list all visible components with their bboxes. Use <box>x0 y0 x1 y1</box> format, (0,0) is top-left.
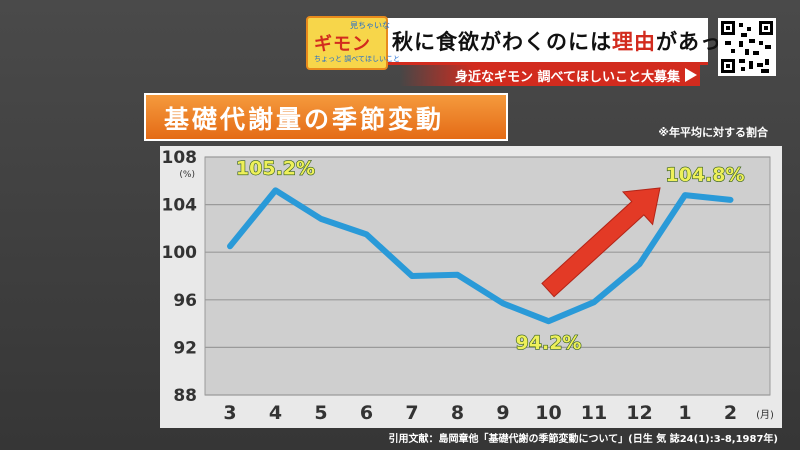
data-point <box>274 188 277 192</box>
chart-title-plate: 基礎代謝量の季節変動 <box>144 93 508 141</box>
x-tick-label: 7 <box>405 402 418 424</box>
y-tick-label: 96 <box>173 291 197 311</box>
headline-part-1: 秋に食欲がわくのには <box>392 30 612 54</box>
y-axis-unit: (%) <box>179 170 195 180</box>
arrow-right-icon <box>685 68 697 82</box>
x-tick-label: 2 <box>724 402 737 424</box>
logo-subtext-bottom: ちょっと 調べてほしいこと <box>314 55 400 63</box>
y-tick-label: 100 <box>162 243 198 263</box>
x-tick-label: 10 <box>535 402 561 424</box>
data-point <box>547 319 550 323</box>
y-tick-label: 108 <box>162 148 198 168</box>
x-tick-label: 6 <box>360 402 373 424</box>
gimon-logo: 見ちゃいな ギモン ちょっと 調べてほしいこと <box>306 16 400 70</box>
data-point <box>365 232 368 236</box>
chart-title: 基礎代謝量の季節変動 <box>164 105 445 134</box>
data-label: 94.2% <box>516 332 582 354</box>
data-label: 104.8% <box>665 164 744 186</box>
data-point <box>683 193 687 197</box>
y-tick-label: 104 <box>162 196 198 216</box>
x-tick-label: 5 <box>314 402 327 424</box>
chart-note: ※年平均に対する割合 <box>658 126 768 139</box>
logo-main-text: ギモン <box>314 34 371 55</box>
x-tick-label: 3 <box>223 402 236 424</box>
data-point <box>410 274 414 278</box>
x-tick-label: 1 <box>678 402 691 424</box>
data-point <box>638 262 641 266</box>
x-tick-label: 12 <box>626 402 652 424</box>
qr-code-icon[interactable] <box>718 18 776 76</box>
logo-subtext-top: 見ちゃいな <box>350 21 390 30</box>
series-line <box>227 187 734 325</box>
x-tick-label: 9 <box>496 402 509 424</box>
x-tick-label: 11 <box>581 402 607 424</box>
x-axis-unit: (月) <box>756 409 774 421</box>
y-tick-label: 88 <box>173 386 197 406</box>
x-tick-label: 4 <box>269 402 282 424</box>
headline-part-red: 理由 <box>612 30 656 54</box>
data-point <box>456 273 459 277</box>
recruit-text: 身近なギモン 調べてほしいこと大募集 <box>454 70 680 85</box>
data-point <box>729 198 732 202</box>
data-point <box>228 244 232 248</box>
x-tick-label: 8 <box>451 402 464 424</box>
citation-text: 引用文献：島岡章他「基礎代謝の季節変動について」(日生 気 誌24(1):3-8… <box>388 434 778 445</box>
y-tick-label: 92 <box>173 338 197 358</box>
data-label: 105.2% <box>236 157 315 179</box>
plot-area <box>204 156 771 396</box>
trend-arrow-icon <box>541 187 661 298</box>
recruit-bar: 身近なギモン 調べてほしいこと大募集 <box>400 64 700 86</box>
data-point <box>501 301 505 305</box>
data-point <box>592 300 596 304</box>
banner-headline: 秋に食欲がわくのには理由があった <box>392 26 744 56</box>
data-point <box>319 217 323 221</box>
